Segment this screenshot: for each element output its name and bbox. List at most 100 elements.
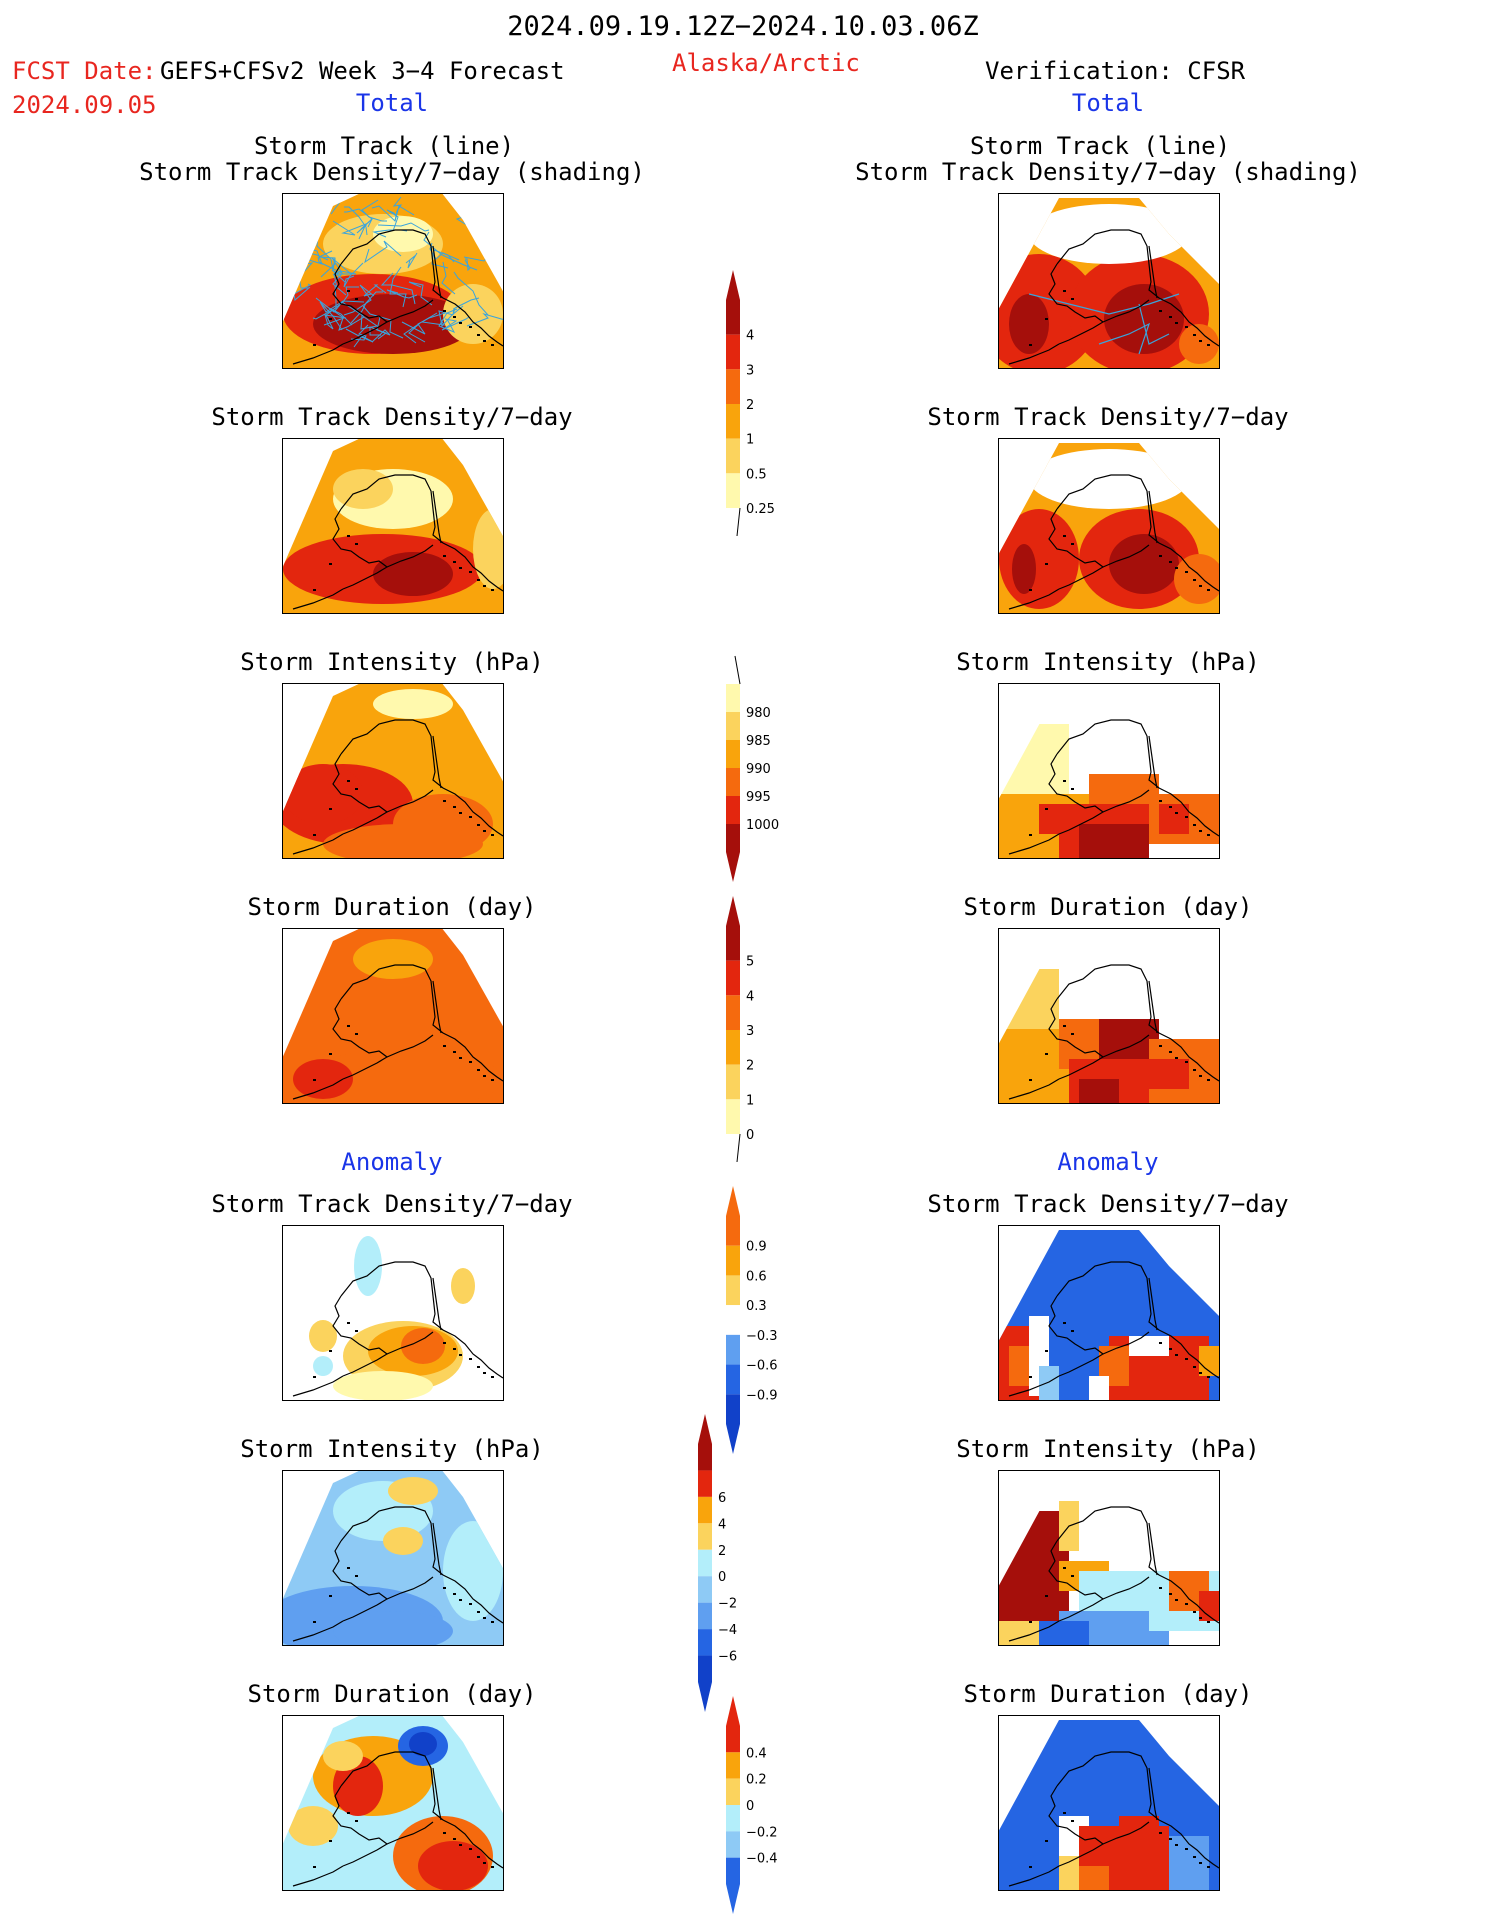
field-contour bbox=[354, 1236, 382, 1296]
coast-segment bbox=[340, 1506, 503, 1624]
colorbar-tick-label: −0.2 bbox=[746, 1825, 778, 1840]
right-panel3-title: Storm Intensity (hPa) bbox=[956, 648, 1260, 676]
field-layer bbox=[999, 724, 1219, 858]
field-cell bbox=[999, 1621, 1039, 1645]
field-contour bbox=[373, 689, 453, 719]
field-contour bbox=[313, 1356, 333, 1376]
island bbox=[491, 1621, 494, 1623]
island bbox=[1193, 579, 1196, 581]
field-contour bbox=[999, 509, 1079, 609]
storm-track-line bbox=[371, 205, 415, 222]
storm-track-line bbox=[324, 286, 359, 317]
colorbar-top-line bbox=[734, 655, 741, 685]
coast-segment bbox=[1102, 789, 1150, 813]
island bbox=[347, 1025, 350, 1027]
coast-segment bbox=[292, 1865, 344, 1887]
field-contour bbox=[353, 939, 433, 979]
coast-segment bbox=[1048, 998, 1105, 1080]
island bbox=[469, 1061, 472, 1063]
storm-track-line bbox=[369, 326, 388, 340]
island bbox=[483, 340, 486, 342]
island bbox=[329, 1595, 332, 1597]
island bbox=[483, 1075, 486, 1077]
island bbox=[1193, 1069, 1196, 1071]
island bbox=[355, 1575, 358, 1577]
island bbox=[491, 589, 494, 591]
coastline bbox=[1008, 964, 1219, 1100]
colorbar-tick-label: 1000 bbox=[746, 818, 779, 833]
island bbox=[443, 1045, 446, 1047]
colorbar-segment bbox=[726, 995, 740, 1030]
island bbox=[1169, 1051, 1172, 1053]
coast-segment bbox=[1148, 490, 1158, 544]
coast-segment bbox=[1008, 833, 1060, 855]
colorbar-segment bbox=[726, 684, 740, 712]
island bbox=[329, 1840, 332, 1842]
colorbar-bottom-line bbox=[736, 1133, 741, 1163]
field-contour bbox=[1009, 294, 1049, 354]
storm-track-line bbox=[389, 266, 407, 308]
island bbox=[459, 1599, 462, 1601]
coast-segment bbox=[1056, 229, 1219, 347]
storm-track-line bbox=[338, 314, 365, 331]
right-panel6-title: Storm Intensity (hPa) bbox=[956, 1435, 1260, 1463]
coast-segment bbox=[1008, 1865, 1060, 1887]
island bbox=[1029, 1866, 1032, 1868]
island bbox=[1169, 1838, 1172, 1840]
island bbox=[1063, 1025, 1066, 1027]
field-cell bbox=[1079, 824, 1149, 858]
island bbox=[1169, 316, 1172, 318]
verification-label: Verification: CFSR bbox=[985, 57, 1246, 85]
colorbar-segment bbox=[726, 926, 740, 961]
island bbox=[1193, 824, 1196, 826]
field-layer bbox=[283, 689, 493, 858]
coast-segment bbox=[1008, 588, 1060, 610]
colorbar-tick-label: −6 bbox=[718, 1650, 737, 1665]
coast-segment bbox=[1148, 245, 1158, 299]
island bbox=[1207, 344, 1210, 346]
colorbar-tick-label: −4 bbox=[718, 1623, 737, 1638]
island bbox=[347, 780, 350, 782]
coast-segment bbox=[332, 998, 389, 1080]
colorbar-density-total: 0.25 0.5 1 2 3 4 bbox=[722, 264, 812, 548]
island bbox=[313, 1079, 316, 1081]
colorbar-tick-label: 0.5 bbox=[746, 467, 767, 482]
coast-segment bbox=[340, 1261, 503, 1379]
field-contour bbox=[383, 1527, 423, 1555]
colorbar-bottom-line bbox=[736, 507, 741, 537]
island bbox=[347, 1322, 350, 1324]
field-contour bbox=[473, 509, 503, 589]
colorbar-segment bbox=[726, 1275, 740, 1306]
coast-segment bbox=[332, 263, 389, 345]
coast-segment bbox=[1056, 474, 1219, 592]
island bbox=[1045, 1595, 1048, 1597]
colorbar-duration-total: 0 1 2 3 4 5 bbox=[722, 890, 812, 1174]
right-panel7-title: Storm Duration (day) bbox=[963, 1680, 1253, 1708]
field-layer bbox=[999, 1316, 1219, 1400]
coast-segment bbox=[386, 544, 434, 568]
map-left-storm-track bbox=[282, 193, 504, 369]
colorbar-top-arrow bbox=[726, 1696, 740, 1726]
colorbar-segment bbox=[726, 1334, 740, 1365]
storm-track-line bbox=[363, 284, 387, 297]
colorbar-segment bbox=[726, 1831, 740, 1858]
colorbar-tick-label: 0.4 bbox=[746, 1746, 767, 1761]
colorbar-segment bbox=[726, 960, 740, 996]
colorbar-tick-label: 2 bbox=[746, 398, 754, 413]
field-layer bbox=[293, 939, 503, 1103]
island bbox=[1175, 1057, 1178, 1059]
coast-segment bbox=[332, 1785, 389, 1867]
field-cell bbox=[1059, 1856, 1079, 1890]
island bbox=[453, 1051, 456, 1053]
coast-segment bbox=[386, 299, 434, 323]
colorbar-segment bbox=[726, 1305, 740, 1335]
island bbox=[469, 571, 472, 573]
coast-segment bbox=[432, 1277, 442, 1331]
field-contour bbox=[333, 1371, 433, 1400]
storm-track-line bbox=[327, 194, 344, 215]
island bbox=[313, 1376, 316, 1378]
storm-track-line bbox=[1098, 322, 1151, 355]
storm-track-line bbox=[371, 316, 391, 343]
island bbox=[1045, 563, 1048, 565]
colorbar-segment bbox=[698, 1444, 712, 1471]
